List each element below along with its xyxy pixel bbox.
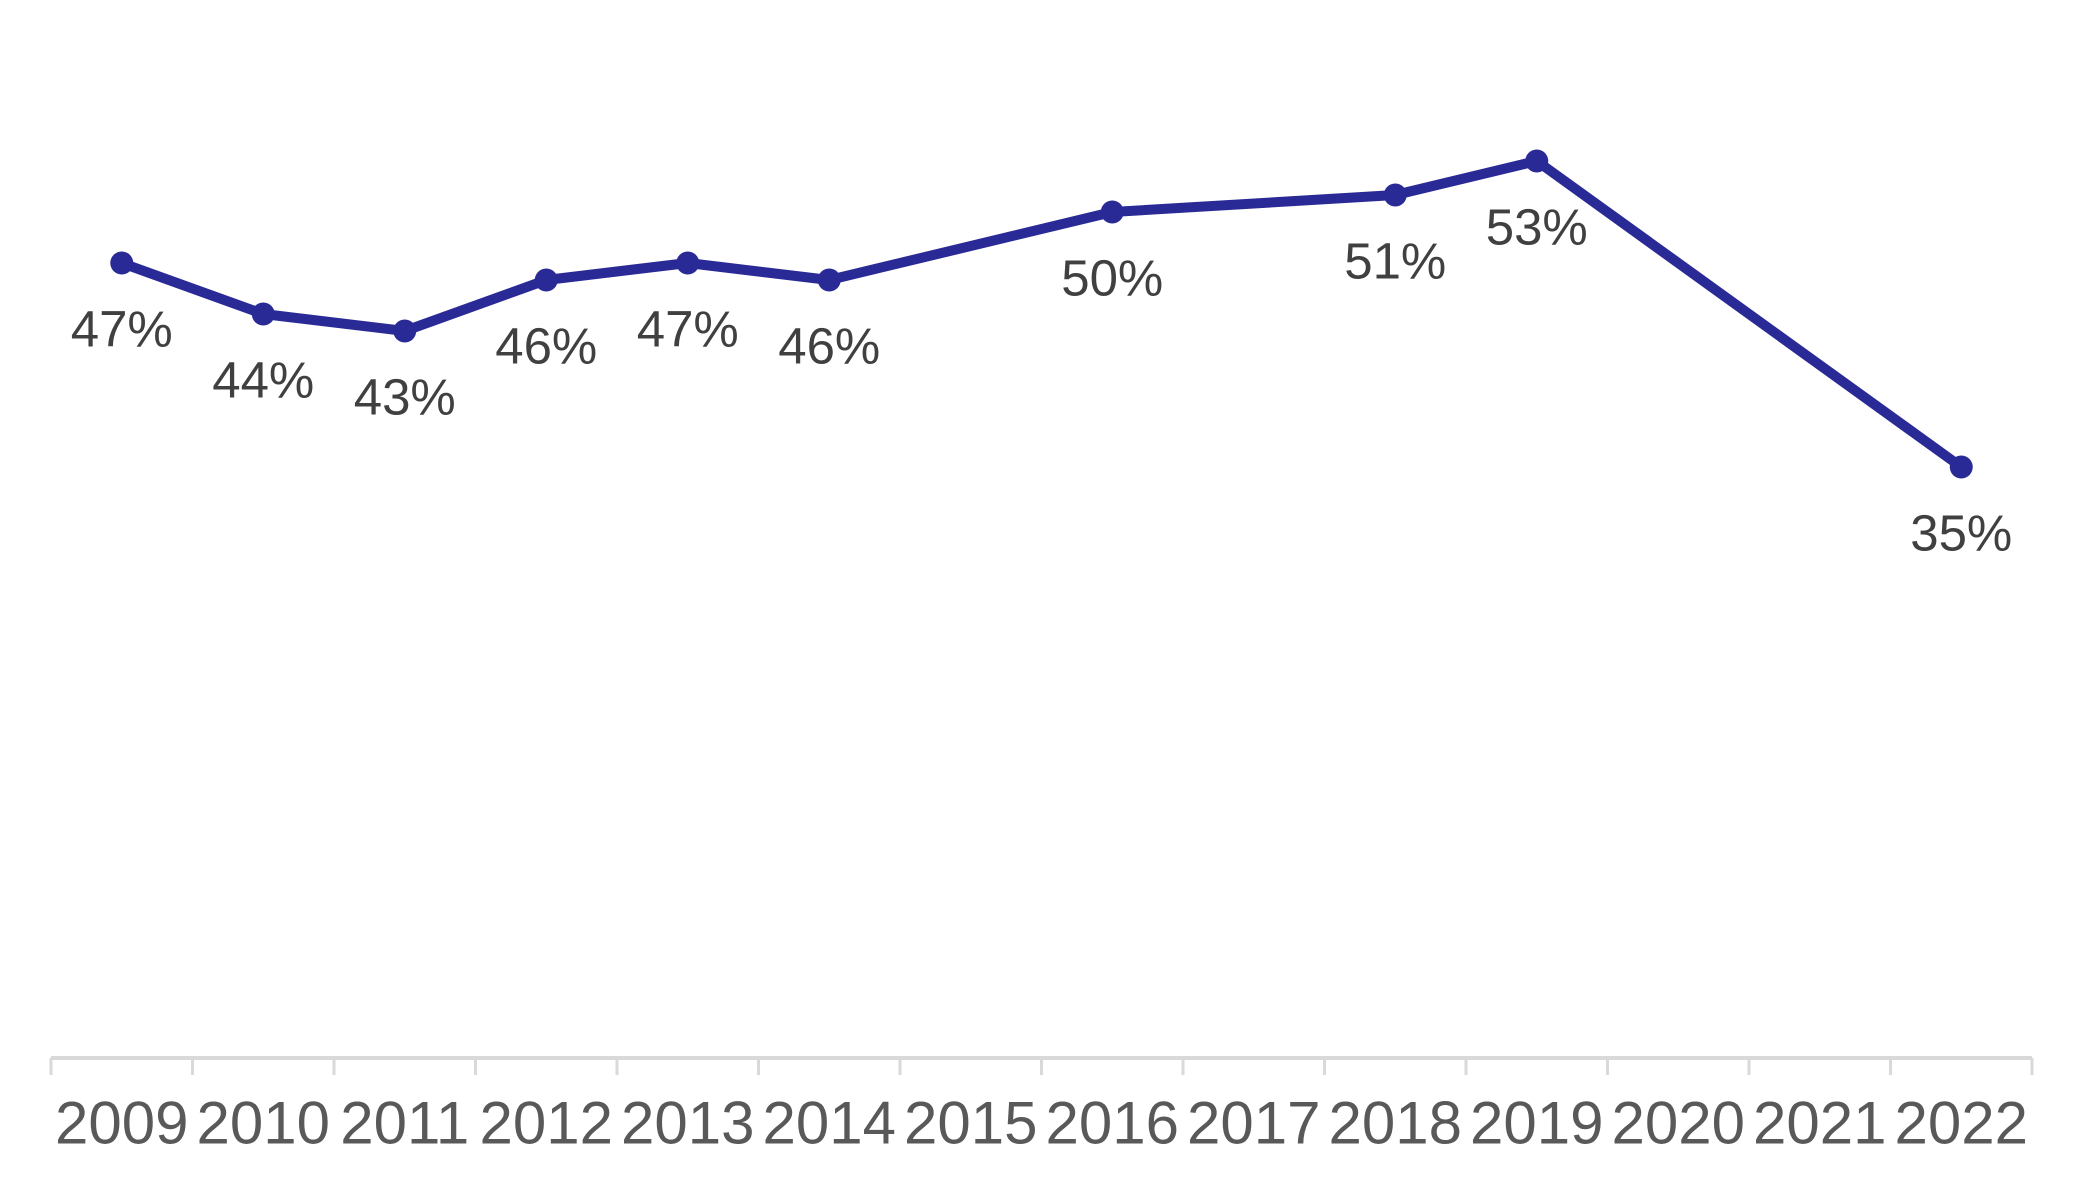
x-axis-label-2011: 2011 — [340, 1090, 469, 1157]
x-axis-label-2020: 2020 — [1612, 1090, 1745, 1157]
data-point-2022 — [1949, 455, 1973, 479]
series-line — [116, 156, 1967, 472]
x-axis-label-2019: 2019 — [1470, 1090, 1603, 1157]
data-label-2014: 46% — [778, 318, 880, 375]
x-axis-label-2013: 2013 — [621, 1090, 754, 1157]
x-axis-label-2018: 2018 — [1329, 1090, 1462, 1157]
x-axis-label-2017: 2017 — [1187, 1090, 1320, 1157]
x-axis-label-2022: 2022 — [1895, 1090, 2028, 1157]
data-point-2018 — [1383, 183, 1407, 207]
data-label-2009: 47% — [71, 301, 173, 358]
data-label-2022: 35% — [1910, 505, 2012, 562]
data-point-2009 — [110, 251, 134, 275]
data-label-2016: 50% — [1061, 250, 1163, 307]
x-axis-label-2010: 2010 — [197, 1090, 330, 1157]
data-label-2010: 44% — [212, 352, 314, 409]
data-label-2019: 53% — [1486, 199, 1588, 256]
data-point-2016 — [1100, 200, 1124, 224]
x-axis-label-2014: 2014 — [763, 1090, 896, 1157]
data-point-2013 — [676, 251, 700, 275]
data-label-2012: 46% — [495, 318, 597, 375]
x-axis-label-2016: 2016 — [1046, 1090, 1179, 1157]
x-axis-label-2012: 2012 — [480, 1090, 613, 1157]
data-point-2019 — [1525, 149, 1549, 173]
data-label-2013: 47% — [637, 301, 739, 358]
data-point-2010 — [251, 302, 275, 326]
data-point-2012 — [534, 268, 558, 292]
data-point-2014 — [817, 268, 841, 292]
data-label-2011: 43% — [354, 369, 456, 426]
x-axis-label-2009: 2009 — [55, 1090, 188, 1157]
x-axis-label-2021: 2021 — [1753, 1090, 1886, 1157]
x-axis-label-2015: 2015 — [904, 1090, 1037, 1157]
data-point-2011 — [393, 319, 417, 343]
data-label-2018: 51% — [1344, 233, 1446, 290]
